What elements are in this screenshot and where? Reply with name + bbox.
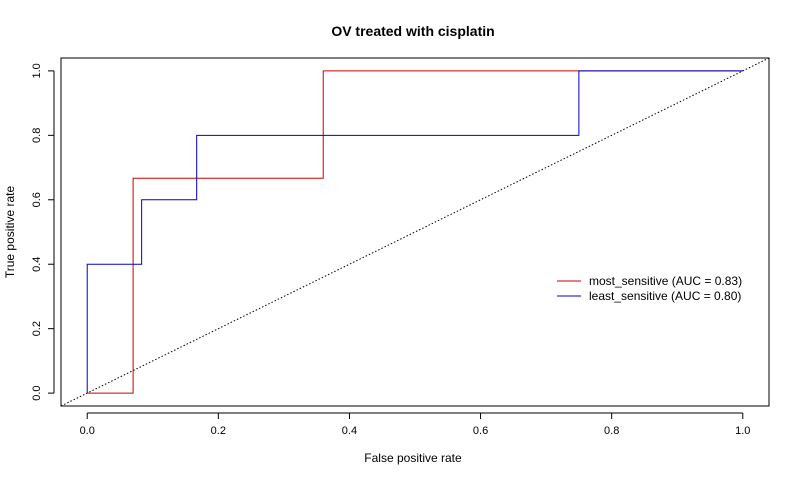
diagonal-reference-line [60,57,770,407]
x-tick-label: 0.6 [473,425,488,437]
x-axis: 0.0 0.2 0.4 0.6 0.8 1.0 [80,412,750,437]
chart-title: OV treated with cisplatin [331,23,494,39]
y-tick-label: 0.2 [31,321,43,336]
x-tick-label: 0.0 [80,425,95,437]
y-axis: 0.0 0.2 0.4 0.6 0.8 1.0 [31,63,55,401]
legend: most_sensitive (AUC = 0.83)least_sensiti… [557,274,742,303]
y-tick-label: 0.8 [31,128,43,143]
x-tick-label: 0.4 [342,425,357,437]
legend-label: most_sensitive (AUC = 0.83) [589,274,742,288]
y-tick-label: 0.4 [31,257,43,272]
x-tick-label: 0.2 [211,425,226,437]
x-tick-label: 1.0 [735,425,750,437]
plot-area [60,57,770,407]
y-axis-label: True positive rate [3,186,17,279]
plot-frame [60,57,770,407]
x-axis-label: False positive rate [364,451,462,465]
roc-curve-0 [87,70,743,394]
y-tick-label: 1.0 [31,63,43,78]
x-tick-label: 0.8 [604,425,619,437]
roc-curve-1 [86,70,743,394]
y-tick-label: 0.0 [31,385,43,400]
y-tick-label: 0.6 [31,192,43,207]
legend-label: least_sensitive (AUC = 0.80) [589,289,741,303]
